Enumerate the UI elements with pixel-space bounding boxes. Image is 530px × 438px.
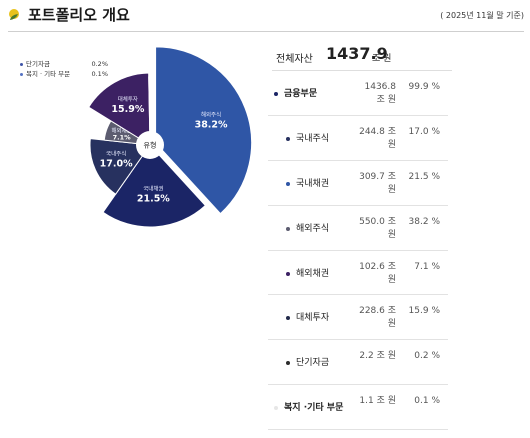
row-label: 해외주식 [296, 223, 330, 234]
asset-breakdown-table: 금융부문 1436.8 조 원 99.9 % 국내주식 244.8 조 원 17.0 % 국… [268, 71, 448, 431]
pie-center-hole [136, 131, 164, 159]
row-amount: 550.0 조 원 [359, 216, 396, 240]
row-label: 단기자금 [296, 358, 330, 369]
row-amount: 228.6 조 원 [359, 306, 396, 330]
row-label: 대체투자 [296, 313, 330, 324]
legend-dot-icon [20, 63, 23, 66]
total-assets-value: 1437.9 [326, 44, 388, 63]
header-divider [8, 31, 524, 32]
table-row: 해외채권 102.6 조 원 7.1 % [268, 251, 448, 296]
pie-slice-value: 21.5% [137, 194, 170, 205]
pie-slice-value: 7.1% [113, 133, 132, 141]
row-amount: 102.6 조 원 [359, 261, 396, 285]
row-percent: 7.1 % [414, 261, 440, 272]
pie-slice-value: 17.0% [100, 158, 133, 169]
page-title: 포트폴리오 개요 [28, 6, 130, 24]
table-row: 해외주식 550.0 조 원 38.2 % [268, 206, 448, 251]
pie-slice-label: 대체투자 [118, 95, 138, 103]
row-bullet-icon [286, 136, 290, 141]
table-row: 국내채권 309.7 조 원 21.5 % [268, 161, 448, 206]
legend-value: 0.2% [91, 60, 108, 68]
pie-slice-value: 15.9% [111, 104, 144, 115]
legend-label: 단기자금 [26, 60, 50, 68]
table-row: 금융부문 1436.8 조 원 99.9 % [268, 71, 448, 116]
legend-item[interactable]: 단기자금 0.2% [20, 59, 108, 69]
total-assets-label: 전체자산 [276, 54, 313, 65]
row-percent: 15.9 % [408, 306, 440, 317]
pie-slice-4[interactable] [88, 72, 151, 146]
row-percent: 99.9 % [408, 82, 440, 92]
pie-slice-label: 국내채권 [143, 185, 163, 193]
row-percent: 21.5 % [408, 171, 440, 182]
row-label: 국내주식 [296, 133, 330, 144]
row-amount: 1436.8 조 원 [364, 82, 397, 105]
date-note: ( 2025년 11월 말 기준) [440, 11, 524, 20]
pie-slice-0[interactable] [155, 46, 253, 215]
row-amount: 1.1 조 원 [359, 396, 396, 407]
row-percent: 38.2 % [408, 216, 440, 227]
pie-slice-label: 해외주식 [201, 110, 221, 118]
pie-slice-label: 해외채권 [111, 126, 131, 134]
table-row: 대체투자 228.6 조 원 15.9 % [268, 295, 448, 341]
row-percent: 17.0 % [408, 126, 440, 137]
row-percent: 0.2 % [414, 351, 440, 362]
total-assets-row: 전체자산 1437.9 조 원 [272, 40, 452, 71]
pie-slice-value: 38.2% [195, 119, 228, 130]
row-amount: 2.2 조 원 [359, 351, 396, 362]
row-bullet-icon [286, 316, 290, 321]
row-percent: 0.1 % [414, 396, 440, 407]
leaf-bullet-icon [9, 9, 19, 20]
table-row: 국내주식 244.8 조 원 17.0 % [268, 116, 448, 161]
row-bullet-icon [286, 271, 290, 276]
row-bullet-icon [274, 92, 278, 96]
row-label: 복지 ·기타 부문 [284, 403, 344, 414]
row-amount: 309.7 조 원 [359, 171, 396, 195]
total-assets-unit: 조 원 [372, 54, 392, 64]
row-bullet-icon [286, 181, 290, 186]
row-label: 금융부문 [284, 89, 318, 99]
row-amount: 244.8 조 원 [359, 126, 396, 150]
legend-label: 복지 · 기타 부문 [26, 70, 71, 78]
legend-value: 0.1% [91, 70, 108, 78]
pie-slice-1[interactable] [102, 144, 207, 228]
pie-slice-label: 국내주식 [106, 149, 126, 157]
legend-item[interactable]: 복지 · 기타 부문 0.1% [20, 69, 108, 79]
row-bullet-icon [286, 226, 290, 231]
pie-slice-2[interactable] [89, 138, 151, 195]
page-header: 포트폴리오 개요 ( 2025년 11월 말 기준) [8, 2, 524, 28]
row-label: 해외채권 [296, 268, 330, 279]
table-row: 단기자금 2.2 조 원 0.2 % [268, 340, 448, 386]
pie-legend: 단기자금 0.2% 복지 · 기타 부문 0.1% [20, 59, 108, 79]
pie-center-label: 유형 [144, 142, 157, 150]
row-bullet-icon [286, 361, 290, 366]
row-label: 국내채권 [296, 178, 330, 189]
legend-dot-icon [20, 73, 23, 76]
table-row: 복지 ·기타 부문 1.1 조 원 0.1 % [268, 385, 448, 431]
row-bullet-icon [274, 406, 278, 411]
